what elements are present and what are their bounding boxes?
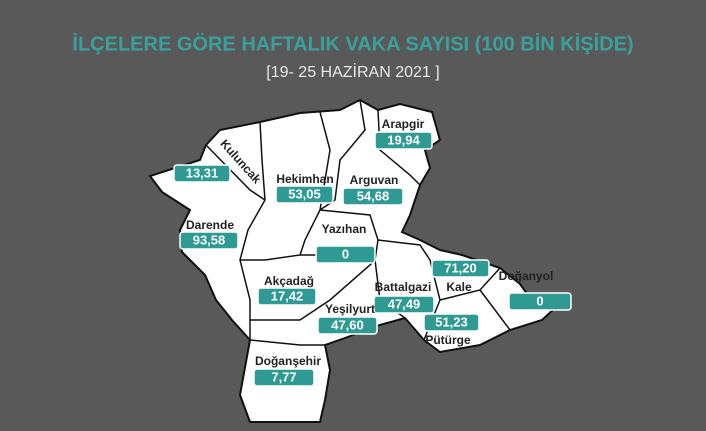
value-box	[317, 316, 378, 335]
district-name: Akçadağ	[264, 274, 314, 288]
subtitle: [19- 25 HAZİRAN 2021 ]	[266, 62, 439, 81]
district-value: 0	[536, 293, 543, 308]
district-value: 19,94	[387, 132, 420, 147]
value-box	[374, 131, 433, 150]
district-value: 93,58	[193, 232, 226, 247]
district-name: Arapgir	[382, 117, 425, 131]
value-box	[173, 164, 231, 183]
district-value: 47,49	[388, 296, 421, 311]
value-box	[275, 185, 334, 204]
district-value: 53,05	[288, 186, 321, 201]
district-name: Yeşilyurt	[325, 302, 375, 316]
title: İLÇELERE GÖRE HAFTALIK VAKA SAYISI (100 …	[72, 32, 633, 55]
district-name: Doğanşehir	[255, 354, 321, 368]
district-value: 51,23	[435, 314, 468, 329]
value-box	[253, 368, 315, 387]
district-name: Doğanyol	[499, 269, 554, 283]
district-name: Kale	[446, 280, 472, 294]
district-name: Yazıhan	[322, 222, 367, 236]
value-box	[179, 231, 239, 250]
value-box	[342, 187, 404, 206]
district-value: 13,31	[186, 165, 219, 180]
value-box	[257, 287, 317, 306]
district-name: Pütürge	[425, 333, 471, 347]
district-name: Arguvan	[350, 173, 399, 187]
value-box	[508, 292, 572, 311]
district-value: 71,20	[444, 260, 477, 275]
district-value: 17,42	[271, 288, 304, 303]
value-box	[315, 245, 376, 264]
district-value: 0	[342, 246, 349, 261]
district-name: Battalgazi	[375, 280, 432, 294]
district-name: Darende	[186, 218, 234, 232]
value-box	[373, 295, 435, 314]
district-value: 47,60	[331, 317, 364, 332]
district-name: Hekimhan	[276, 172, 333, 186]
value-box	[423, 313, 480, 332]
district-value: 54,68	[357, 188, 390, 203]
district-value: 7,77	[271, 369, 296, 384]
value-box	[431, 259, 490, 278]
